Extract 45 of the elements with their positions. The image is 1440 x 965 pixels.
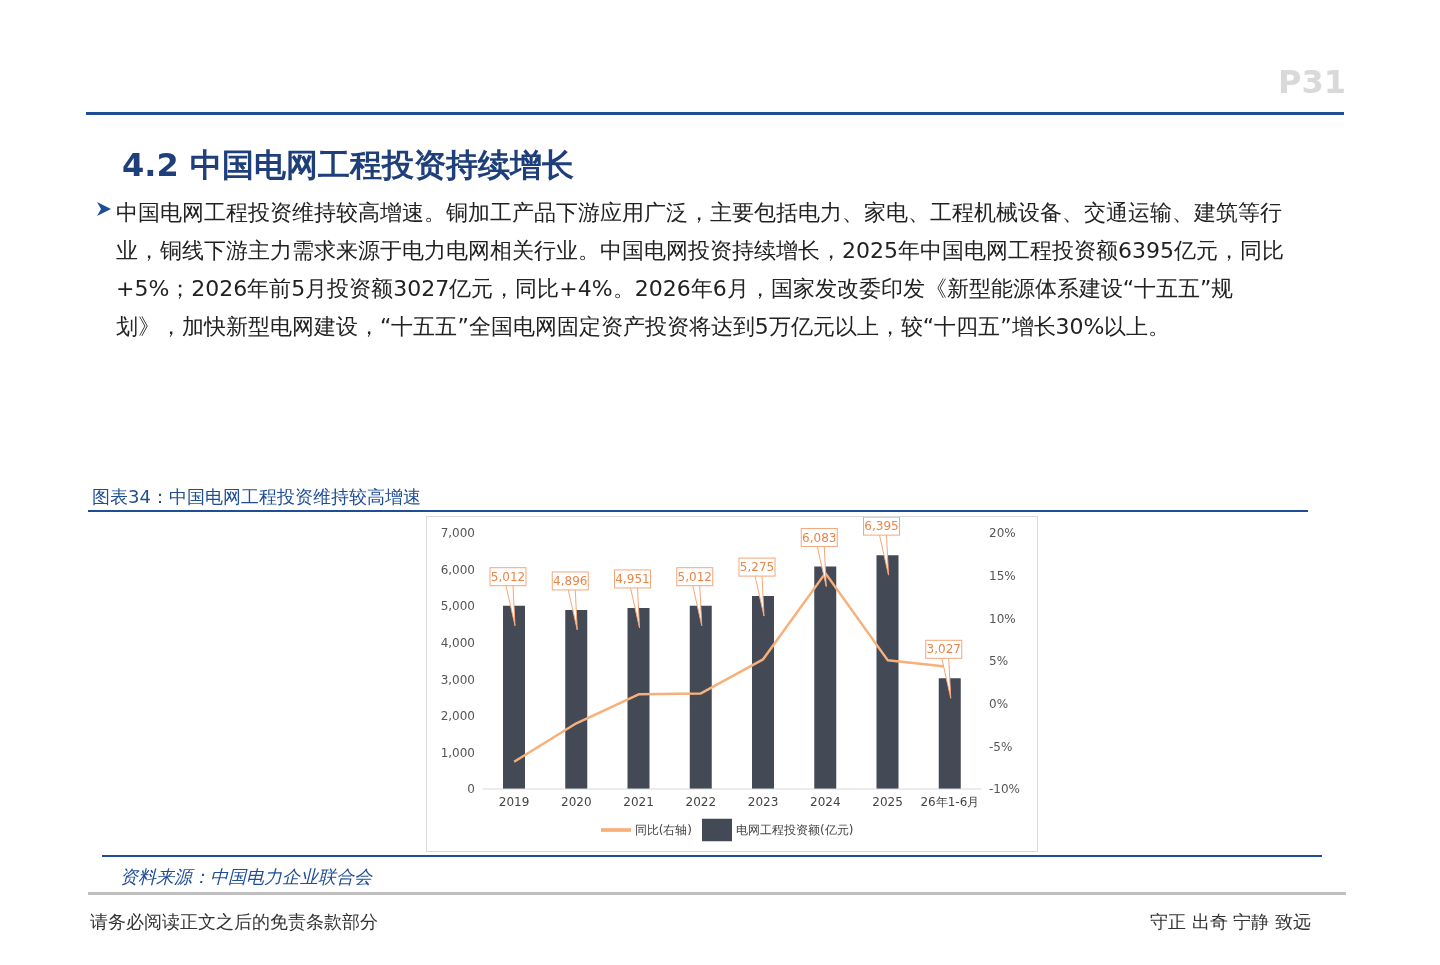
- y-tick-label: 1,000: [440, 745, 475, 760]
- bar: [876, 555, 899, 789]
- data-label: 6,083: [802, 530, 837, 545]
- y-tick-label: 3,000: [440, 672, 475, 687]
- data-label: 5,012: [677, 569, 712, 584]
- legend-label: 电网工程投资额(亿元): [736, 822, 854, 837]
- x-tick-label: 2024: [810, 794, 841, 809]
- text: 守正 出奇 宁静 致远: [1150, 910, 1312, 934]
- bar: [565, 609, 588, 789]
- y-tick-label: 0: [467, 782, 475, 797]
- y2-tick-label: 5%: [989, 654, 1009, 669]
- x-tick-label: 2020: [561, 794, 592, 809]
- data-label: 4,896: [553, 573, 588, 588]
- chart-subtitle: 中国电网工程投资维持较高增速。铜加工产品下游应用广泛，主要包括电力、家电、工程机械设备、交通运输、建筑等行业，铜线下游主力需求来源于电力电网相关行业。中国电网投资持续增长，2025年中国电网工程投资额6395亿元，同比+5%；2026年前5月投资额3027亿元，同比+4%。2026年6月，国家发改委印发《新型能源体系建设“十五五”规划》，加快新型电网建设，“十五五”全国电网固定资产投资将达到5万亿元以上，较“十四五”增长30%以上。: [116, 199, 1285, 341]
- x-tick-label: 26年1-6月: [920, 794, 980, 809]
- x-tick-label: 2021: [623, 794, 654, 809]
- y-tick-label: 4,000: [440, 635, 475, 650]
- y-tick-label: 7,000: [440, 526, 475, 541]
- y-tick-label: 5,000: [440, 599, 475, 614]
- data-label: 3,027: [926, 642, 961, 657]
- y-tick-label: 2,000: [440, 709, 475, 724]
- y2-tick-label: -10%: [989, 782, 1021, 797]
- y-tick-label: 6,000: [440, 562, 475, 577]
- y2-tick-label: 10%: [989, 611, 1016, 626]
- data-label: 6,395: [864, 519, 899, 534]
- bar: [689, 605, 712, 789]
- x-tick-label: 2025: [872, 794, 903, 809]
- y2-tick-label: -5%: [989, 739, 1013, 754]
- chart-title: 4.2 中国电网工程投资持续增长: [122, 145, 574, 186]
- bar: [627, 607, 650, 789]
- data-label: 5,012: [490, 569, 526, 584]
- y2-tick-label: 15%: [989, 568, 1016, 583]
- data-label: 4,951: [615, 571, 650, 586]
- x-tick-label: 2019: [498, 794, 530, 809]
- y2-tick-label: 0%: [989, 696, 1009, 711]
- data-label: 5,275: [739, 560, 775, 575]
- text: 图表34：中国电网工程投资维持较高增速: [92, 485, 421, 509]
- bar: [938, 678, 961, 789]
- text: 资料来源：中国电力企业联合会: [120, 865, 372, 889]
- bar: [814, 566, 837, 789]
- x-tick-label: 2023: [747, 794, 779, 809]
- legend-label: 同比(右轴): [634, 822, 692, 837]
- y2-tick-label: 20%: [989, 526, 1016, 541]
- text: 请务必阅读正文之后的免责条款部分: [90, 910, 378, 934]
- x-tick-label: 2022: [685, 794, 717, 809]
